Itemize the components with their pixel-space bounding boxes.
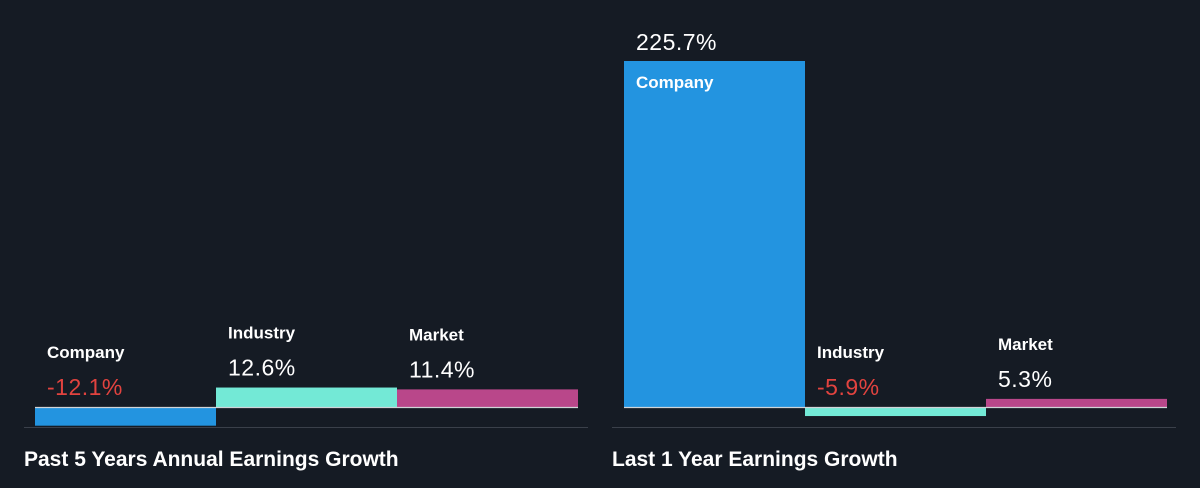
chart1-value-label-industry: 12.6% <box>228 355 296 381</box>
chart2-bar-market <box>986 398 1167 407</box>
chart2-value-label-market: 5.3% <box>998 366 1052 392</box>
chart1-value-label-market: 11.4% <box>409 356 475 382</box>
chart2-category-label-market: Market <box>998 335 1053 354</box>
chart2-value-label-industry: -5.9% <box>817 374 880 400</box>
chart2-category-label-company: Company <box>636 73 714 92</box>
chart2-bar-industry <box>805 407 986 417</box>
chart1-bar-company <box>35 407 216 426</box>
chart1-category-label-company: Company <box>47 343 125 362</box>
chart2-value-label-company: 225.7% <box>636 29 717 55</box>
chart1-value-label-company: -12.1% <box>47 374 123 400</box>
chart1-category-label-industry: Industry <box>228 324 296 343</box>
chart1-title: Past 5 Years Annual Earnings Growth <box>24 448 399 471</box>
chart1-bar-market <box>397 389 578 407</box>
chart2-title: Last 1 Year Earnings Growth <box>612 448 898 471</box>
chart2-bar-company <box>624 61 805 408</box>
chart1-bar-industry <box>216 387 397 407</box>
chart1-category-label-market: Market <box>409 325 464 344</box>
chart2-category-label-industry: Industry <box>817 343 885 362</box>
